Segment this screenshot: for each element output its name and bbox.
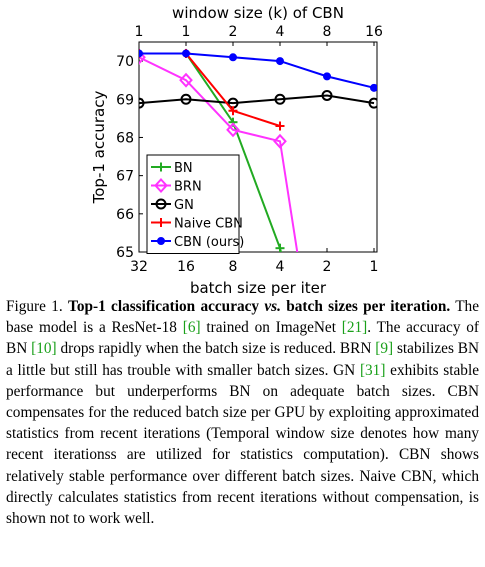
- x-tick-label: 32: [130, 259, 148, 275]
- x-axis-label: batch size per iter: [190, 279, 327, 297]
- citation-6[interactable]: [6]: [182, 319, 201, 337]
- data-point-cbn-ours: [139, 49, 143, 58]
- data-point-brn: [139, 49, 146, 65]
- legend-label: BN: [174, 161, 193, 176]
- caption-label: Figure 1.: [6, 298, 63, 315]
- caption-title-vs: vs.: [264, 298, 281, 315]
- legend-marker: [156, 162, 166, 172]
- y-tick-label: 66: [116, 207, 134, 223]
- legend-item-naive-cbn: Naive CBN: [151, 217, 243, 232]
- caption-text-5: stabilizes BN a little but still has tro…: [6, 340, 480, 379]
- caption-title-b: batch sizes per iteration.: [286, 298, 451, 315]
- legend-item-bn: BN: [151, 161, 193, 176]
- caption-text-6: exhibits stable performance but underper…: [6, 361, 479, 528]
- legend-marker: [156, 218, 166, 227]
- legend-label: BRN: [174, 180, 202, 195]
- x-tick-label: 8: [229, 259, 238, 275]
- caption-text-1: The base model is a ResNet-18: [6, 298, 479, 337]
- citation-31[interactable]: [31]: [359, 361, 386, 379]
- top-x-tick-label: 1: [135, 24, 144, 40]
- data-point-gn: [274, 93, 286, 105]
- caption-title-a: Top-1 classification accuracy: [68, 298, 260, 315]
- y-tick-label: 68: [116, 130, 134, 146]
- series-layer: [139, 48, 377, 252]
- data-point-brn: [273, 133, 287, 149]
- y-tick-label: 65: [116, 245, 134, 261]
- data-point-cbn-ours: [182, 49, 190, 58]
- caption-text-4: drops rapidly when the batch size is red…: [60, 340, 372, 358]
- data-point-naive-cbn: [275, 121, 285, 131]
- data-point-cbn-ours: [370, 83, 377, 92]
- legend-item-brn: BRN: [151, 178, 202, 195]
- data-point-cbn-ours: [229, 53, 237, 62]
- legend-marker: [155, 198, 167, 210]
- chart-svg: 32 16 8 4 2 1 1 1 2 4 8 16 65 66 67 68 69 70 window size …: [90, 4, 383, 297]
- citation-9[interactable]: [9]: [375, 340, 394, 358]
- data-point-gn: [368, 97, 377, 109]
- data-point-naive-cbn: [228, 106, 238, 116]
- series-line-cbn-ours: [139, 52, 375, 89]
- data-point-gn: [139, 97, 145, 109]
- series-line-naive-cbn: [139, 52, 281, 127]
- legend-marker: [154, 178, 168, 193]
- tick-labels: 32 16 8 4 2 1 1 1 2 4 8 16 65 66 67 68 69 70: [116, 24, 383, 275]
- legend-label: Naive CBN: [174, 217, 243, 232]
- x-tick-label: 1: [370, 259, 379, 275]
- citation-10[interactable]: [10]: [31, 340, 57, 358]
- data-point-gn: [180, 93, 192, 105]
- data-point-gn: [321, 89, 333, 101]
- legend-item-cbn-ours: CBN (ours): [151, 235, 244, 250]
- figure-caption: Figure 1. Top-1 classification accuracy …: [6, 296, 479, 529]
- top-x-tick-label: 16: [365, 24, 383, 40]
- legend-label: CBN (ours): [174, 235, 244, 250]
- x-tick-label: 4: [276, 259, 285, 275]
- top-x-tick-label: 2: [229, 24, 238, 40]
- legend: BN BRN GN Naive CBN CBN (ours): [146, 154, 244, 254]
- data-point-cbn-ours: [276, 57, 284, 66]
- series-line-brn: [139, 56, 299, 252]
- accuracy-vs-batch-size-chart: 32 16 8 4 2 1 1 1 2 4 8 16 65 66 67 68 69 70 window size …: [90, 4, 383, 297]
- legend-item-gn: GN: [151, 198, 194, 213]
- data-point-brn: [226, 122, 240, 138]
- top-x-tick-label: 1: [182, 24, 191, 40]
- data-point-cbn-ours: [323, 72, 331, 81]
- top-x-axis-label: window size (k) of CBN: [172, 4, 344, 22]
- plot-frame: [138, 41, 378, 253]
- data-point-bn: [275, 243, 285, 252]
- y-tick-label: 70: [116, 54, 134, 70]
- y-tick-label: 67: [116, 169, 134, 185]
- top-x-tick-label: 8: [323, 24, 332, 40]
- legend-label: GN: [174, 198, 194, 213]
- x-tick-label: 2: [323, 259, 332, 275]
- x-tick-label: 16: [177, 259, 195, 275]
- citation-21[interactable]: [21]: [341, 319, 368, 337]
- y-tick-label: 69: [116, 92, 134, 108]
- y-axis-label: Top-1 accuracy: [90, 91, 108, 205]
- data-point-brn: [179, 72, 193, 88]
- series-line-gn: [139, 94, 375, 105]
- top-x-tick-label: 4: [276, 24, 285, 40]
- legend-marker: [157, 237, 165, 245]
- caption-text-2: trained on ImageNet: [206, 319, 336, 337]
- caption-text-3: . The accuracy of BN: [6, 319, 479, 358]
